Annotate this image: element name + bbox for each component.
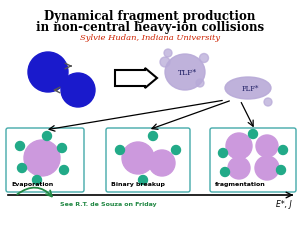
Circle shape bbox=[226, 133, 252, 159]
FancyArrow shape bbox=[115, 68, 157, 88]
Circle shape bbox=[24, 140, 60, 176]
Text: in non-central heavy-ion collisions: in non-central heavy-ion collisions bbox=[36, 21, 264, 34]
Circle shape bbox=[61, 73, 95, 107]
Text: PLF*: PLF* bbox=[241, 85, 259, 93]
Circle shape bbox=[218, 148, 227, 157]
Circle shape bbox=[277, 166, 286, 175]
Text: Binary breakup: Binary breakup bbox=[111, 182, 165, 187]
Circle shape bbox=[164, 49, 172, 57]
Text: fragmentation: fragmentation bbox=[215, 182, 266, 187]
Circle shape bbox=[122, 142, 154, 174]
Text: Dynamical fragment production: Dynamical fragment production bbox=[44, 10, 256, 23]
Circle shape bbox=[264, 98, 272, 106]
Text: TLF*: TLF* bbox=[178, 69, 198, 77]
Circle shape bbox=[149, 150, 175, 176]
Ellipse shape bbox=[225, 77, 271, 99]
Circle shape bbox=[32, 176, 41, 184]
FancyBboxPatch shape bbox=[6, 128, 84, 192]
Circle shape bbox=[16, 142, 25, 151]
Circle shape bbox=[139, 176, 148, 184]
FancyBboxPatch shape bbox=[106, 128, 190, 192]
Text: E*, J: E*, J bbox=[276, 200, 292, 209]
Text: See R.T. de Souza on Friday: See R.T. de Souza on Friday bbox=[60, 202, 157, 207]
Circle shape bbox=[148, 131, 158, 140]
FancyBboxPatch shape bbox=[210, 128, 296, 192]
Circle shape bbox=[59, 166, 68, 175]
Ellipse shape bbox=[165, 54, 205, 90]
Circle shape bbox=[28, 52, 68, 92]
Circle shape bbox=[43, 131, 52, 140]
Circle shape bbox=[196, 79, 204, 87]
Circle shape bbox=[256, 135, 278, 157]
Circle shape bbox=[255, 156, 279, 180]
Circle shape bbox=[17, 164, 26, 173]
Circle shape bbox=[220, 167, 230, 176]
Circle shape bbox=[58, 144, 67, 153]
Circle shape bbox=[116, 146, 124, 155]
Circle shape bbox=[248, 130, 257, 139]
Text: Evaporation: Evaporation bbox=[11, 182, 53, 187]
Circle shape bbox=[228, 157, 250, 179]
Text: Sylvie Hudan, Indiana University: Sylvie Hudan, Indiana University bbox=[80, 34, 220, 42]
Circle shape bbox=[172, 146, 181, 155]
Circle shape bbox=[160, 57, 170, 67]
Circle shape bbox=[200, 54, 208, 63]
Circle shape bbox=[278, 146, 287, 155]
